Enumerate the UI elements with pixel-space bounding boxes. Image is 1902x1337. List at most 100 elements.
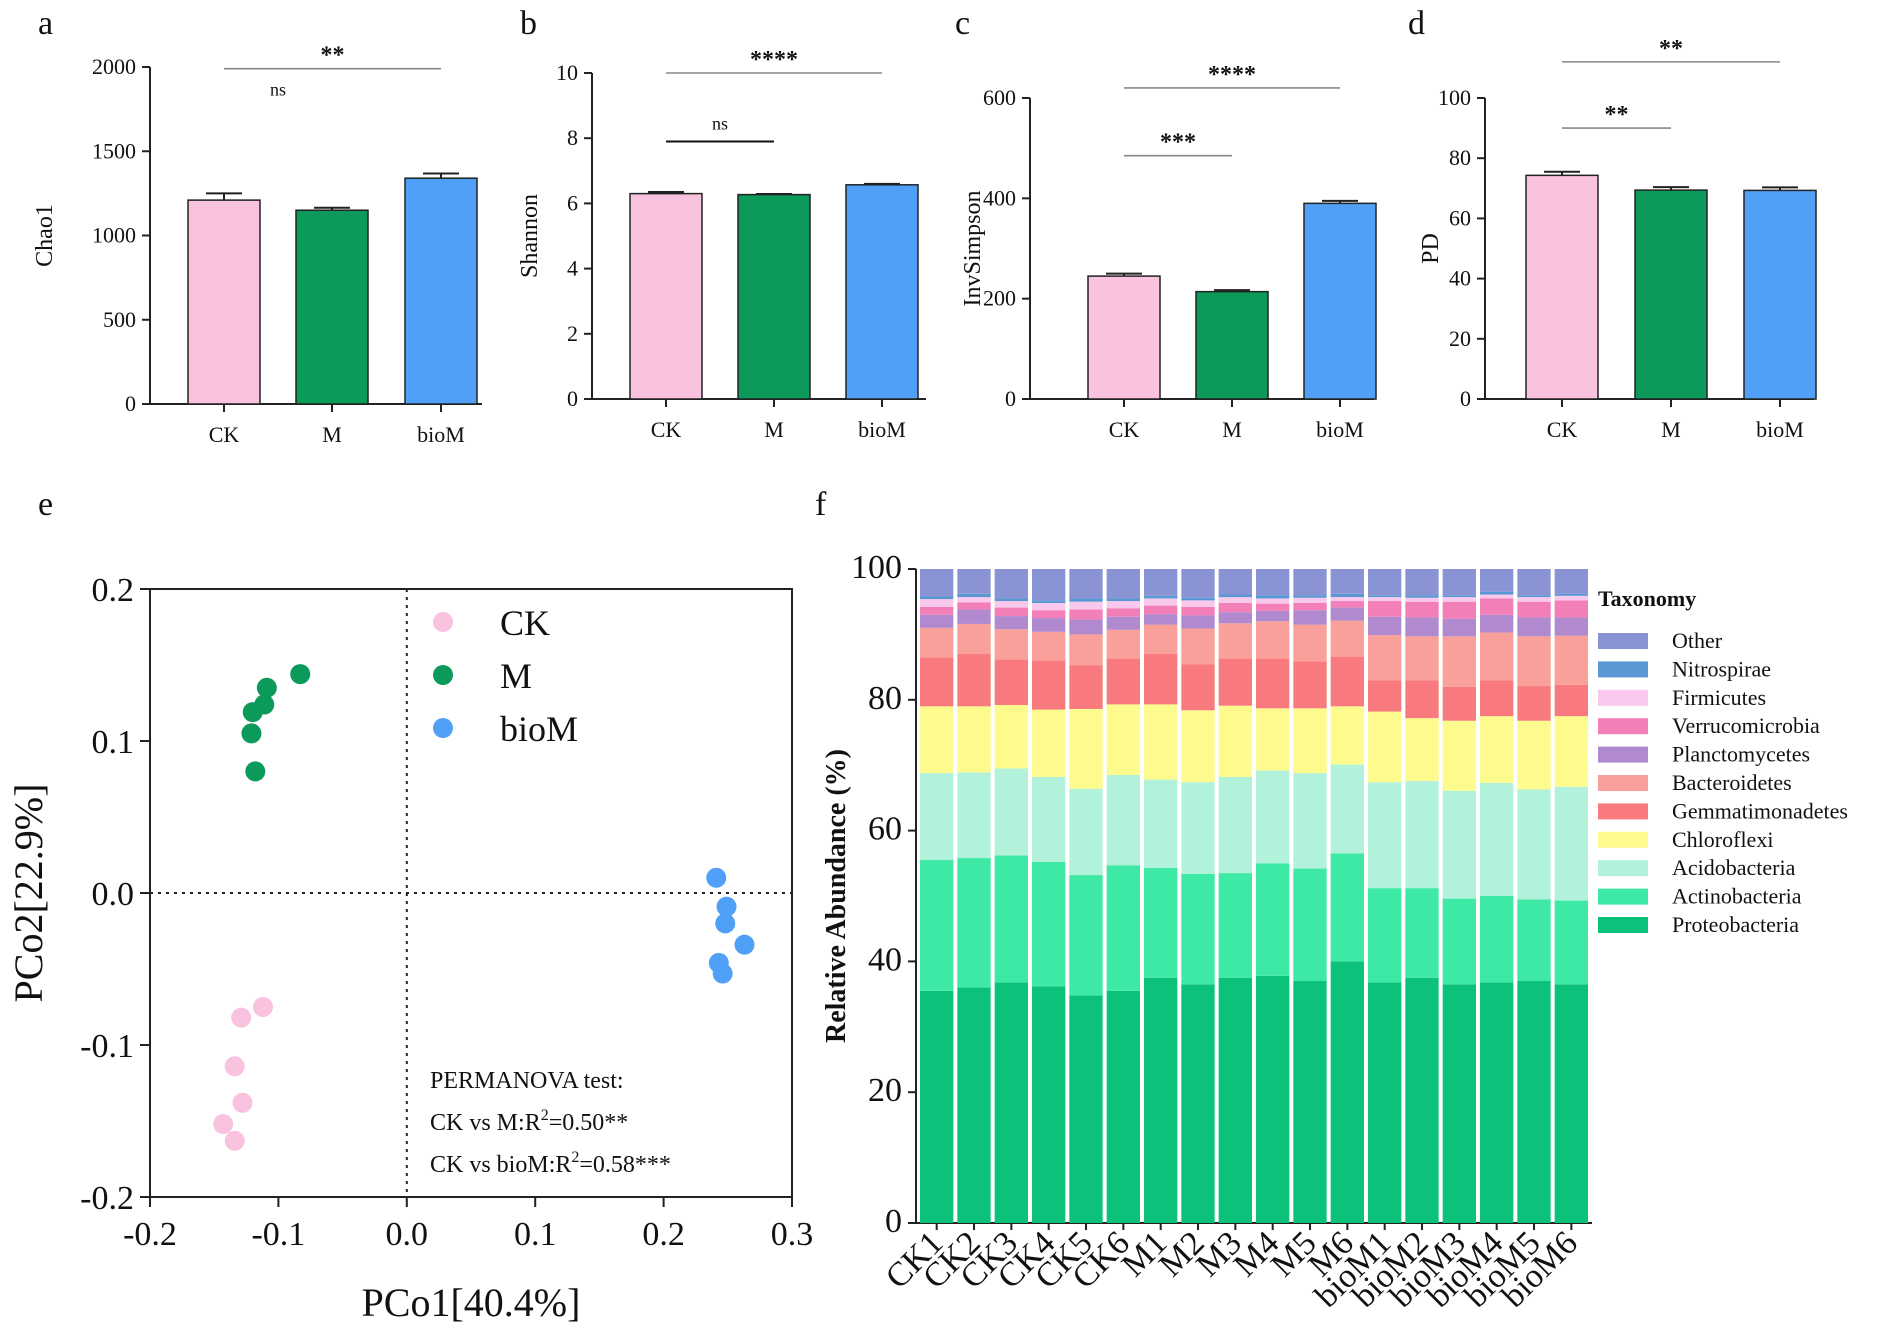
legend-swatch-verrucomicrobia (1598, 718, 1648, 735)
segment-actinobacteria (1554, 900, 1588, 985)
segment-verrucomicrobia (1517, 601, 1551, 618)
segment-acidobacteria (994, 768, 1028, 856)
segment-acidobacteria (1480, 782, 1514, 896)
significance-label: *** (1160, 130, 1196, 156)
y-tick-label: 80 (868, 680, 902, 717)
panel-label-b: b (520, 5, 537, 42)
segment-planctomycetes (1069, 619, 1103, 635)
segment-chloroflexi (1480, 716, 1514, 783)
y-tick-label: 400 (983, 185, 1016, 210)
segment-planctomycetes (1480, 614, 1514, 633)
point-bioM (712, 963, 733, 984)
segment-actinobacteria (1218, 873, 1252, 978)
segment-acidobacteria (957, 772, 991, 859)
y-tick-label: 200 (983, 286, 1016, 311)
panel-label-a: a (38, 5, 53, 42)
x-tick-label: CK (209, 422, 240, 447)
segment-gemmatimonadetes (1256, 658, 1290, 709)
segment-bacteroidetes (1368, 635, 1402, 681)
segment-proteobacteria (920, 990, 954, 1223)
segment-chloroflexi (1368, 711, 1402, 783)
segment-chloroflexi (1554, 716, 1588, 787)
segment-other (1032, 569, 1066, 601)
segment-planctomycetes (1032, 618, 1066, 632)
segment-chloroflexi (920, 706, 954, 774)
segment-nitrospirae (1293, 595, 1327, 598)
segment-acidobacteria (1218, 776, 1252, 874)
x-tick-label: M (764, 417, 784, 442)
segment-gemmatimonadetes (994, 659, 1028, 706)
segment-bacteroidetes (1480, 632, 1514, 681)
x-tick-label: CK (1547, 417, 1578, 442)
significance-label: ** (1605, 102, 1629, 128)
point-bioM (716, 896, 737, 917)
segment-firmicutes (1181, 600, 1215, 607)
segment-bacteroidetes (1256, 621, 1290, 659)
bar-bioM (845, 184, 919, 400)
segment-acidobacteria (1442, 790, 1476, 899)
segment-bacteroidetes (1330, 620, 1364, 657)
segment-actinobacteria (1517, 899, 1551, 982)
segment-chloroflexi (1293, 708, 1327, 774)
segment-firmicutes (1517, 597, 1551, 602)
segment-acidobacteria (1032, 776, 1066, 862)
significance-label: ns (270, 79, 286, 99)
x-tick-label: -0.1 (251, 1216, 305, 1253)
segment-chloroflexi (1517, 720, 1551, 790)
segment-proteobacteria (1442, 984, 1476, 1223)
y-tick-label: -0.2 (80, 1180, 134, 1217)
y-tick-label: 0.2 (92, 572, 135, 609)
segment-planctomycetes (1144, 614, 1178, 625)
segment-actinobacteria (957, 858, 991, 988)
permanova-line2-sup: 2 (571, 1149, 579, 1166)
segment-actinobacteria (1442, 898, 1476, 985)
segment-bacteroidetes (1442, 636, 1476, 687)
segment-gemmatimonadetes (1144, 654, 1178, 705)
y-axis-label: Shannon (517, 194, 543, 278)
segment-gemmatimonadetes (1554, 684, 1588, 717)
panel-label-e: e (38, 486, 53, 523)
segment-firmicutes (1554, 595, 1588, 601)
segment-firmicutes (1405, 597, 1439, 602)
legend-marker-bioM (433, 718, 453, 738)
bar-bioM (1743, 189, 1817, 400)
segment-actinobacteria (1368, 888, 1402, 983)
y-tick-label: 100 (1438, 85, 1471, 110)
segment-planctomycetes (1106, 616, 1140, 630)
significance-label: ns (712, 113, 728, 133)
bar-M (1634, 189, 1708, 400)
segment-planctomycetes (1330, 607, 1364, 621)
segment-actinobacteria (1144, 867, 1178, 978)
y-tick-label: 60 (868, 811, 902, 848)
legend-marker-CK (433, 612, 453, 632)
y-tick-label: 600 (983, 85, 1016, 110)
y-tick-label: 10 (556, 60, 578, 85)
y-tick-label: 0.0 (92, 876, 135, 913)
segment-gemmatimonadetes (1480, 680, 1514, 717)
x-tick-label: CK (651, 417, 682, 442)
segment-planctomycetes (1517, 617, 1551, 637)
legend-label-chloroflexi: Chloroflexi (1672, 827, 1773, 852)
segment-other (1144, 569, 1178, 596)
panel-label-c: c (955, 5, 970, 42)
segment-firmicutes (994, 601, 1028, 608)
segment-planctomycetes (920, 614, 954, 628)
segment-acidobacteria (1106, 775, 1140, 866)
bar-M (737, 193, 811, 400)
bar-CK (629, 192, 703, 400)
x-axis-label: PCo1[40.4%] (362, 1280, 581, 1325)
x-tick-label: M (322, 422, 342, 447)
permanova-title: PERMANOVA test: (430, 1068, 624, 1094)
y-tick-label: 2000 (92, 54, 136, 79)
legend-label-acidobacteria: Acidobacteria (1672, 855, 1796, 880)
segment-gemmatimonadetes (957, 654, 991, 707)
segment-bacteroidetes (957, 623, 991, 655)
permanova-line2-prefix: CK vs bioM:R (430, 1152, 571, 1178)
segment-nitrospirae (1480, 591, 1514, 595)
permanova-line1: CK vs M:R2=0.50** (430, 1107, 628, 1136)
segment-proteobacteria (1218, 977, 1252, 1223)
bar-M (1195, 290, 1269, 400)
segment-other (920, 569, 954, 597)
